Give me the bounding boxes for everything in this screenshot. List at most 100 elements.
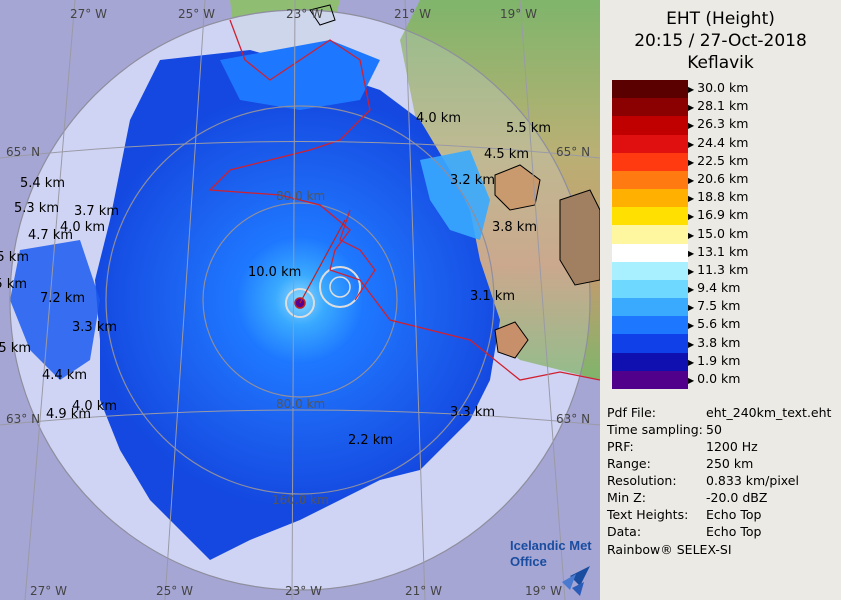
metadata-row: Range: 250 km [607,455,831,472]
scale-value: 5.6 km [697,316,741,332]
echo-height-label: 4.0 km [60,220,105,235]
scale-value: 15.0 km [697,225,749,241]
echo-height-label: 3.3 km [450,405,495,420]
scale-pointer-icon: ▶ [688,139,695,149]
logo-line: Icelandic Met [510,538,592,553]
logo-line: Office [510,554,547,569]
scale-pointer-icon: ▶ [688,285,695,295]
info-panel: EHT (Height) 20:15 / 27-Oct-2018 Keflavi… [600,0,841,600]
color-scale-band [612,152,688,172]
echo-height-label: 2.2 km [348,433,393,448]
lat-label-left: 63° N [6,412,41,426]
color-scale-band [612,189,688,208]
metadata-row: Text Heights: Echo Top [607,506,831,523]
metadata-key: Min Z: [607,490,646,505]
echo-height-label: 3.7 km [74,204,119,219]
echo-height-label: 4.7 km [28,228,73,243]
color-scale-label: ▶ 5.6 km [688,318,740,331]
metadata-value: 1200 Hz [706,439,758,454]
scale-value: 28.1 km [697,98,749,114]
echo-height-label: 4.5 km [484,147,529,162]
color-scale-label: ▶ 18.8 km [688,189,749,205]
metadata-value: 50 [706,422,722,437]
color-scale-label: ▶ 24.4 km [688,134,749,150]
metadata-value: Echo Top [706,507,762,522]
lon-label-top: 27° W [70,7,107,21]
scale-value: 20.6 km [697,170,749,186]
metadata-key: Pdf File: [607,405,656,420]
metadata-key: Text Heights: [607,507,689,522]
software-credit: Rainbow® SELEX-SI [607,542,732,557]
lon-label-bottom: 27° W [30,584,67,598]
range-ring-label: 160.0 km [272,493,329,507]
scale-pointer-icon: ▶ [688,121,695,131]
metadata-key: Range: [607,456,651,471]
lon-label-bottom: 25° W [156,584,193,598]
color-scale-label: ▶ 1.9 km [688,352,741,368]
lat-label-right: 63° N [556,412,591,426]
scale-pointer-icon: ▶ [688,212,695,222]
scale-value: 13.1 km [697,243,749,259]
color-scale-band [612,134,688,154]
echo-height-label: 4.9 km [46,407,91,422]
lon-label-top: 25° W [178,7,215,21]
scale-pointer-icon: ▶ [688,230,695,240]
color-scale-band [612,80,688,99]
scale-pointer-icon: ▶ [688,175,695,185]
metadata-row: Data: Echo Top [607,523,831,540]
color-scale-label: ▶ 20.6 km [688,170,749,186]
title-time: 20:15 / 27-Oct-2018 [634,31,807,51]
scale-value: 3.8 km [697,334,741,350]
scale-pointer-icon: ▶ [688,248,695,258]
scale-pointer-icon: ▶ [688,321,695,331]
scale-value: 7.5 km [697,298,741,314]
color-scale-label: ▶ 9.4 km [688,281,740,295]
lon-label-bottom: 21° W [405,584,442,598]
echo-height-label: 4.4 km [42,368,87,383]
metadata-key: PRF: [607,439,634,454]
color-scale-band [612,279,688,299]
color-scale-label: ▶ 28.1 km [688,100,748,113]
scale-pointer-icon: ▶ [688,357,695,367]
color-scale-band [612,98,688,117]
scale-pointer-icon: ▶ [688,157,695,167]
range-ring-label: 80.0 km [276,397,326,411]
color-scale-label: ▶ 11.3 km [688,261,749,277]
scale-value: 11.3 km [697,261,749,277]
metadata-row: Min Z: -20.0 dBZ [607,489,831,506]
color-scale-label: ▶ 22.5 km [688,152,749,168]
imo-logo: Icelandic Met Office [510,538,598,598]
radar-map[interactable]: 27° W 25° W 23° W 21° W 19° W 27° W 25° … [0,0,600,600]
color-scale-band [612,261,688,281]
echo-height-label: 5.3 km [14,201,59,216]
scale-value: 1.9 km [697,352,741,368]
scale-value: 30.0 km [697,80,749,96]
scale-pointer-icon: ▶ [688,339,695,349]
title-site: Keflavik [687,53,754,73]
scale-pointer-icon: ▶ [688,194,695,204]
echo-height-label: 5.5 km [0,277,27,292]
color-scale-band [612,170,688,190]
color-scale-band [612,116,688,136]
metadata-row: Time sampling: 50 [607,421,831,438]
color-scale-band [612,243,688,263]
metadata-key: Time sampling: [607,422,703,437]
range-ring-label: 80.0 km [276,189,326,203]
metadata-row: Pdf File: eht_240km_text.eht [607,404,831,421]
scale-value: 24.4 km [697,134,749,150]
metadata-table: Pdf File: eht_240km_text.eht Time sampling… [607,404,831,540]
scale-value: 18.8 km [697,189,749,205]
metadata-value: eht_240km_text.eht [706,405,832,420]
scale-pointer-icon: ▶ [688,85,695,95]
metadata-key: Resolution: [607,473,677,488]
scale-pointer-icon: ▶ [688,103,695,113]
color-scale-band [612,207,688,226]
echo-height-label: 6.5 km [0,250,29,265]
product-title: EHT (Height) 20:15 / 27-Oct-2018 Keflavi… [600,8,841,74]
color-scale-label: ▶ 26.3 km [688,118,748,131]
scale-value: 16.9 km [697,207,749,223]
lon-label-bottom: 19° W [525,584,562,598]
metadata-value: Echo Top [706,524,762,539]
coastline [208,19,600,381]
scale-value: 22.5 km [697,152,749,168]
